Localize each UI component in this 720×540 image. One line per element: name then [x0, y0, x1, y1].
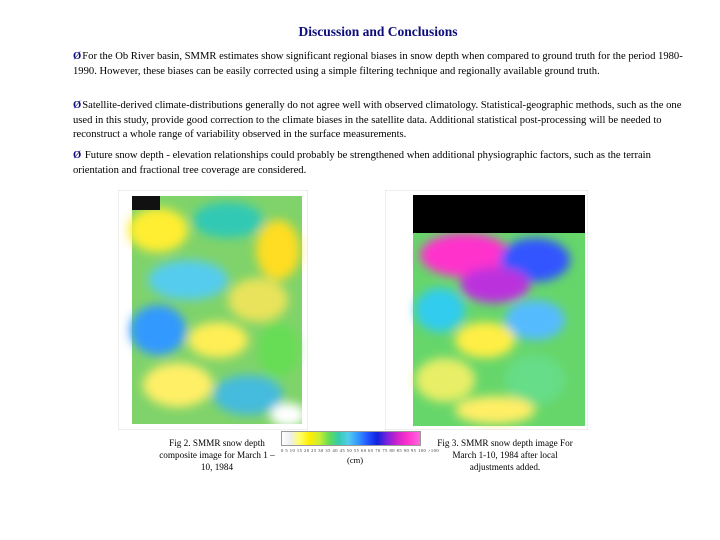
figure-3-caption: Fig 3. SMMR snow depth image For March 1…: [437, 438, 573, 472]
conclusion-paragraph-1: ØFor the Ob River basin, SMMR estimates …: [73, 50, 685, 79]
colorbar-gradient: [281, 431, 421, 446]
snow-depth-colorbar: [281, 431, 421, 447]
arrow-bullet-icon: Ø: [73, 150, 82, 161]
snow-depth-map-adjusted: [385, 190, 588, 430]
conclusion-paragraph-2: ØSatellite-derived climate-distributions…: [73, 99, 685, 143]
conclusion-paragraph-3: Ø Future snow depth - elevation relation…: [73, 149, 685, 178]
slide-title: Discussion and Conclusions: [298, 24, 458, 39]
paragraph-2-text: Satellite-derived climate-distributions …: [73, 100, 682, 141]
colorbar-tick-labels: 0 5 10 15 20 25 30 35 40 45 50 55 60 65 …: [281, 448, 440, 453]
colorbar-unit-label: (cm): [347, 455, 364, 465]
arrow-bullet-icon: Ø: [73, 100, 82, 111]
paragraph-1-text: For the Ob River basin, SMMR estimates s…: [73, 51, 683, 77]
figure-2-caption: Fig 2. SMMR snow depth composite image f…: [159, 438, 275, 472]
arrow-bullet-icon: Ø: [73, 51, 82, 62]
snow-depth-map-composite: [118, 190, 308, 430]
paragraph-3-text: Future snow depth - elevation relationsh…: [73, 150, 651, 176]
